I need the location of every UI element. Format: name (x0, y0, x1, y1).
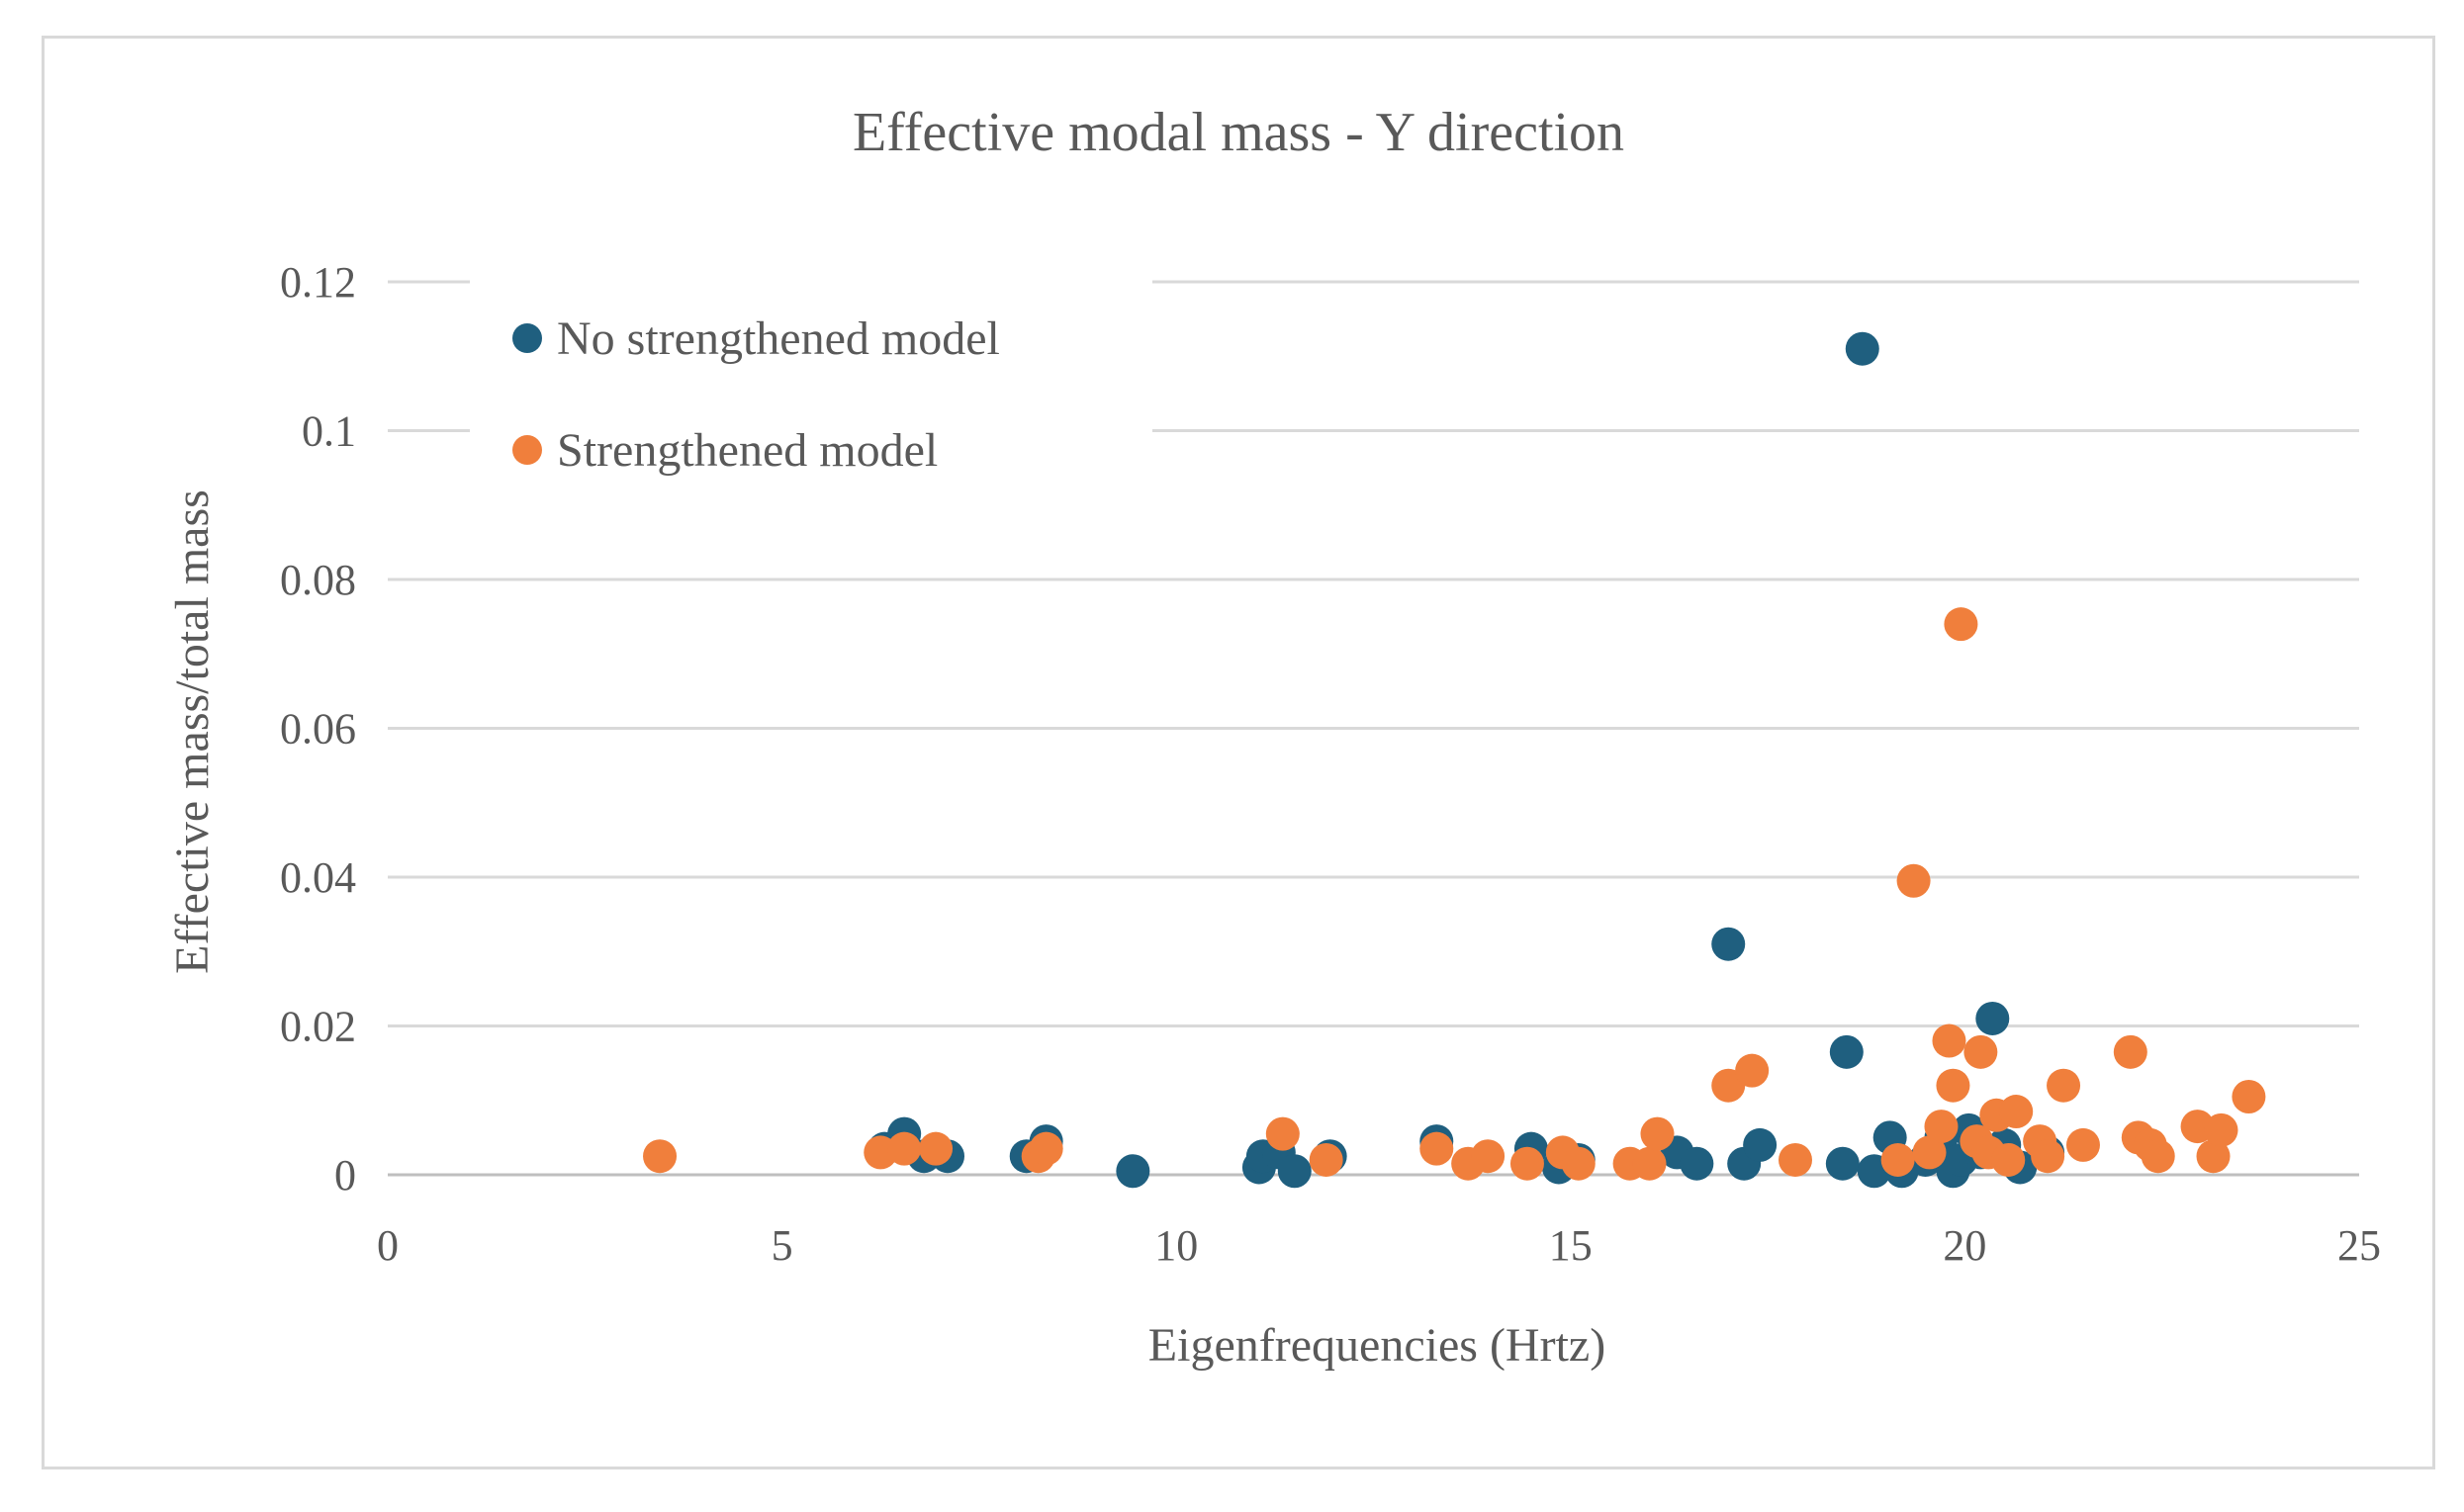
legend-label-strengthened: Strengthened model (557, 424, 938, 477)
data-point (1845, 331, 1879, 366)
data-point (1509, 1146, 1544, 1181)
data-point (919, 1131, 954, 1166)
x-tick-label: 10 (1154, 1221, 1198, 1270)
series-1 (643, 607, 2266, 1181)
data-point (1924, 1110, 1959, 1144)
data-point (1277, 1154, 1312, 1189)
x-axis-label: Eigenfrequencies (Hrtz) (1148, 1319, 1605, 1372)
legend-background (470, 279, 1152, 467)
data-point (887, 1131, 922, 1166)
x-tick-label: 25 (2337, 1221, 2381, 1270)
y-tick-label: 0.06 (280, 705, 356, 754)
data-point (2196, 1139, 2231, 1174)
data-point (1975, 1001, 2010, 1035)
legend-marker-no-strengthened (512, 323, 542, 353)
data-point (1999, 1095, 2034, 1129)
legend: No strengthened model Strengthened model (470, 279, 1152, 477)
y-tick-label: 0 (334, 1151, 356, 1200)
y-axis-label: Effective mass/total mass (166, 489, 219, 974)
data-point (1932, 1023, 1966, 1058)
data-point (2113, 1034, 2147, 1069)
data-point (1735, 1053, 1770, 1088)
x-tick-label: 20 (1943, 1221, 1986, 1270)
data-point (2065, 1127, 2100, 1162)
data-point (1632, 1146, 1667, 1181)
y-tick-label: 0.02 (280, 1003, 356, 1051)
legend-label-no-strengthened: No strengthened model (557, 312, 1000, 365)
data-point (643, 1139, 678, 1174)
y-tick-label: 0.08 (280, 556, 356, 604)
data-point (1825, 1146, 1860, 1181)
data-point (1991, 1142, 2026, 1177)
x-tick-label: 0 (377, 1221, 399, 1270)
data-point (1419, 1131, 1454, 1166)
data-point (1743, 1127, 1778, 1162)
data-point (2047, 1068, 2081, 1103)
data-point (1561, 1146, 1596, 1181)
data-point (1896, 863, 1931, 898)
data-point (2232, 1079, 2266, 1113)
data-point (2204, 1112, 2238, 1147)
chart-title: Effective modal mass - Y direction (853, 102, 1624, 163)
data-point (1963, 1034, 1998, 1069)
data-point (1029, 1131, 1063, 1166)
data-point (1880, 1142, 1915, 1177)
data-point (1680, 1146, 1714, 1181)
axis-layer: 0 0.02 0.04 0.06 0.08 0.1 0.12 0 5 10 15 20 25 (280, 258, 2381, 1270)
y-tick-label: 0.04 (280, 853, 356, 902)
data-point (1944, 607, 1978, 642)
y-tick-label: 0.12 (280, 258, 356, 307)
data-point (1116, 1154, 1150, 1189)
x-tick-label: 15 (1549, 1221, 1593, 1270)
data-point (2031, 1139, 2065, 1174)
chart-frame (42, 36, 2435, 1469)
data-point (1779, 1142, 1813, 1177)
data-point (2141, 1139, 2175, 1174)
data-point (1711, 927, 1746, 961)
data-point (1640, 1116, 1675, 1151)
y-tick-label: 0.1 (302, 407, 356, 456)
data-point (1265, 1116, 1300, 1151)
data-point (1471, 1139, 1506, 1174)
data-point (1829, 1034, 1864, 1069)
x-tick-label: 5 (772, 1221, 793, 1270)
data-point (1309, 1142, 1343, 1177)
points-layer (643, 331, 2266, 1189)
legend-marker-strengthened (512, 435, 542, 465)
data-point (1912, 1135, 1947, 1170)
data-point (1936, 1068, 1970, 1103)
